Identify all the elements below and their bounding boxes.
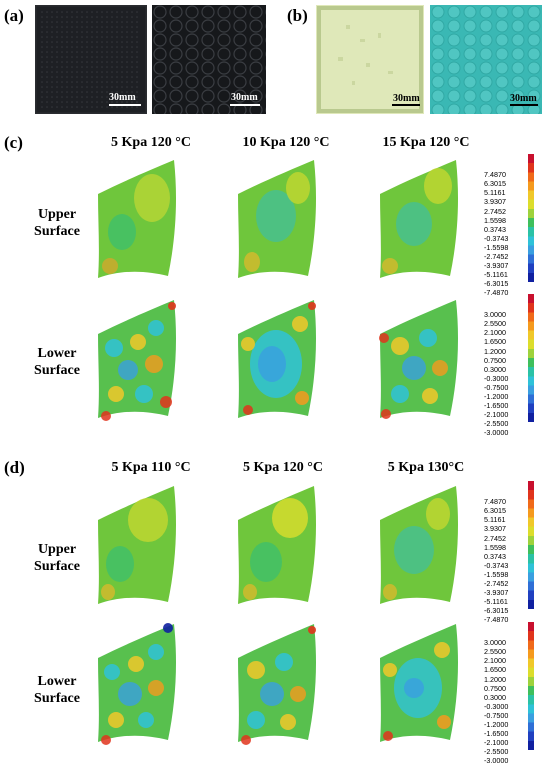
legend-d-upper: 7.4870 6.3015 5.1161 3.9307 2.7452 1.5598 0.37…: [484, 479, 544, 624]
color-bar: [528, 154, 534, 282]
panel-label-b: (b): [287, 6, 308, 25]
row-label-line: Upper: [37, 542, 77, 557]
scale-label: 30mm: [393, 93, 420, 104]
color-bar: [528, 294, 534, 422]
deviation-map-c-lower-3: [379, 300, 458, 419]
scale-bar: [510, 104, 538, 106]
deviation-map-d-lower-2: [238, 624, 316, 745]
photo-black-textured-plate: 30mm: [152, 5, 266, 114]
scale-bar: [230, 104, 260, 106]
row-label-upper-d: Upper Surface: [22, 541, 92, 575]
scale-bar: [392, 104, 420, 106]
column-title-d-1: 5 Kpa 110 °C: [111, 460, 191, 475]
deviation-map-c-upper-3: [380, 160, 458, 278]
row-label-lower-c: Lower Surface: [22, 345, 92, 379]
legend-ticks: 3.0000 2.5500 2.1000 1.6500 1.2000 0.7500 0.30…: [484, 638, 509, 766]
legend-ticks: 3.0000 2.5500 2.1000 1.6500 1.2000 0.7500 0.30…: [484, 310, 509, 438]
deviation-map-d-upper-1: [98, 486, 176, 604]
row-label-line: Surface: [34, 224, 80, 239]
deviation-map-c-lower-1: [98, 300, 176, 421]
legend-ticks: 7.4870 6.3015 5.1161 3.9307 2.7452 1.5598 0.37…: [484, 497, 509, 625]
column-title-c-3: 15 Kpa 120 °C: [382, 135, 470, 150]
deviation-map-d-lower-3: [380, 624, 458, 742]
scale-label: 30mm: [510, 93, 537, 104]
row-label-line: Surface: [34, 691, 80, 706]
panel-label-a: (a): [4, 6, 24, 25]
scale-label: 30mm: [231, 92, 258, 103]
row-label-line: Lower: [37, 674, 77, 689]
deviation-map-d-lower-1: [98, 623, 176, 745]
photo-teal-textured-plate: 30mm: [430, 5, 542, 114]
deviation-map-d-upper-3: [380, 486, 458, 604]
row-label-lower-d: Lower Surface: [22, 673, 92, 707]
deviation-map-c-upper-2: [238, 160, 316, 278]
legend-d-lower: 3.0000 2.5500 2.1000 1.6500 1.2000 0.7500 0.30…: [484, 620, 544, 765]
deviation-map-d-upper-2: [238, 486, 316, 604]
deviation-map-c-lower-2: [238, 300, 316, 418]
legend-ticks: 7.4870 6.3015 5.1161 3.9307 2.7452 1.5598 0.37…: [484, 170, 509, 298]
row-label-line: Upper: [37, 207, 77, 222]
scale-label: 30mm: [109, 92, 136, 103]
deviation-map-c-upper-1: [98, 160, 176, 278]
color-bar: [528, 481, 534, 609]
row-label-line: Lower: [37, 346, 77, 361]
column-title-c-2: 10 Kpa 120 °C: [242, 135, 330, 150]
row-label-line: Surface: [34, 363, 80, 378]
panel-label-d: (d): [4, 458, 25, 477]
color-bar: [528, 622, 534, 750]
scale-bar: [109, 104, 141, 106]
column-title-d-2: 5 Kpa 120 °C: [243, 460, 323, 475]
photo-black-plain-plate: 30mm: [35, 5, 147, 114]
photo-yellow-plain-plate: 30mm: [316, 5, 424, 114]
column-title-d-3: 5 Kpa 130°C: [387, 460, 465, 475]
legend-c-upper: 7.4870 6.3015 5.1161 3.9307 2.7452 1.5598 0.37…: [484, 152, 544, 297]
row-label-line: Surface: [34, 559, 80, 574]
panel-label-c: (c): [4, 133, 23, 152]
row-label-upper-c: Upper Surface: [22, 206, 92, 240]
column-title-c-1: 5 Kpa 120 °C: [111, 135, 191, 150]
legend-c-lower: 3.0000 2.5500 2.1000 1.6500 1.2000 0.7500 0.30…: [484, 292, 544, 437]
